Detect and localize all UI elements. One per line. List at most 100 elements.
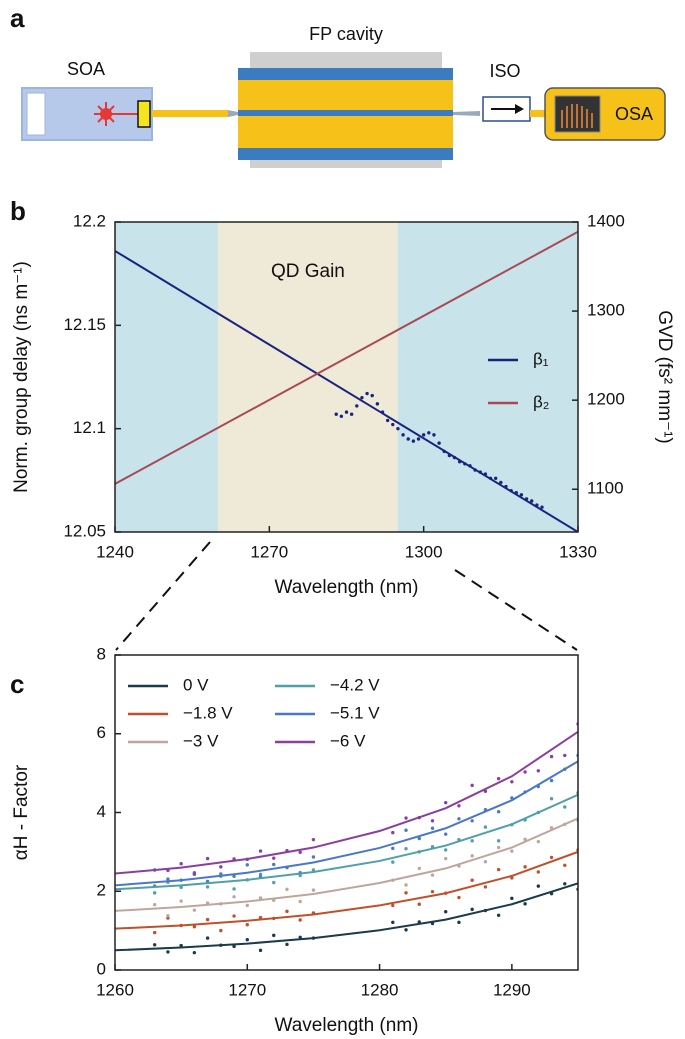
series-line [115,760,578,887]
data-point [496,776,501,781]
cavity-label: FP cavity [309,24,383,44]
data-point [519,493,524,497]
data-point [496,867,501,872]
data-point [258,896,263,900]
data-point [421,433,426,437]
data-point [166,916,170,920]
data-point [258,872,263,877]
series-line [115,850,578,930]
data-point [530,499,534,503]
data-point [483,885,488,889]
x-tick-label: 1270 [250,542,288,561]
data-point [272,880,276,885]
fiber-tip [228,110,238,117]
data-point [152,943,157,947]
data-point [152,891,157,895]
data-point [536,884,541,888]
data-point [391,846,395,851]
data-point [404,828,408,832]
data-point [285,887,289,891]
data-point [311,855,316,859]
data-point [245,903,249,908]
data-point [493,476,498,480]
data-point [152,930,157,935]
data-point [540,505,544,509]
data-point [549,778,554,783]
legend-label: −4.2 V [330,675,380,694]
data-point [430,826,435,830]
data-point [470,878,474,882]
chart: QD Gain β₁ β₂ 1240 1270 1300 1330 12.05 12.1 12.1… [10,196,675,598]
shaded-region [217,222,398,532]
data-point [152,902,157,907]
data-point [192,924,197,929]
plot-area [115,230,578,532]
data-point [496,913,501,917]
data-point [344,410,349,414]
data-point [444,848,448,852]
data-point [523,837,527,841]
iso-label: ISO [489,61,520,81]
x-tick-label: 1330 [559,542,597,561]
y-tick-label: 2 [97,881,106,900]
data-point [416,437,421,441]
panel-label: b [10,196,26,226]
data-point [245,863,249,867]
soa-label: SOA [67,59,105,79]
x-tick-label: 1280 [361,980,399,999]
data-point [192,950,197,955]
data-point [258,948,263,953]
data-point [457,817,461,821]
data-point [232,887,236,891]
data-point [192,908,197,912]
panel-label: a [10,3,25,33]
data-point [483,860,488,864]
legend-label: β₁ [533,349,549,368]
data-point [549,855,554,860]
data-point [285,942,289,947]
data-point [444,832,448,836]
data-point [404,891,408,895]
data-point [470,854,474,858]
data-point [311,888,316,892]
legend-label: −6 V [330,731,366,750]
series-line [115,817,578,912]
data-point [205,917,210,922]
y-tick-label: 0 [97,959,106,978]
data-point [179,885,183,890]
data-point [385,418,390,423]
data-point [406,437,410,441]
osa-spectrum [561,104,593,128]
data-point [245,937,249,942]
series-line [115,250,578,532]
data-point [536,839,541,844]
series-line [115,730,578,875]
data-point [339,414,344,418]
data-point [430,873,435,877]
fiber [152,110,228,117]
data-point [427,431,431,435]
x-tick-label: 1290 [493,980,531,999]
data-point [179,943,183,948]
data-point [298,918,302,922]
data-point [232,944,236,949]
data-point [417,836,421,841]
data-point [470,783,474,788]
data-point [510,849,514,853]
data-point [272,856,276,860]
data-point [334,412,338,416]
data-point [457,920,461,925]
data-point [470,907,474,912]
data-point [457,804,461,808]
data-point [298,850,302,854]
data-point [483,825,488,829]
y-axis-label: αH - Factor [11,764,32,860]
annotation: QD Gain [271,261,345,282]
setup-diagram: a SOA FP cavity ISO OSA [10,3,666,168]
data-point [404,847,408,851]
series-line [115,230,578,485]
data-point [523,770,527,774]
data-point [499,480,503,485]
osa-label: OSA [615,104,653,124]
data-point [457,895,461,900]
